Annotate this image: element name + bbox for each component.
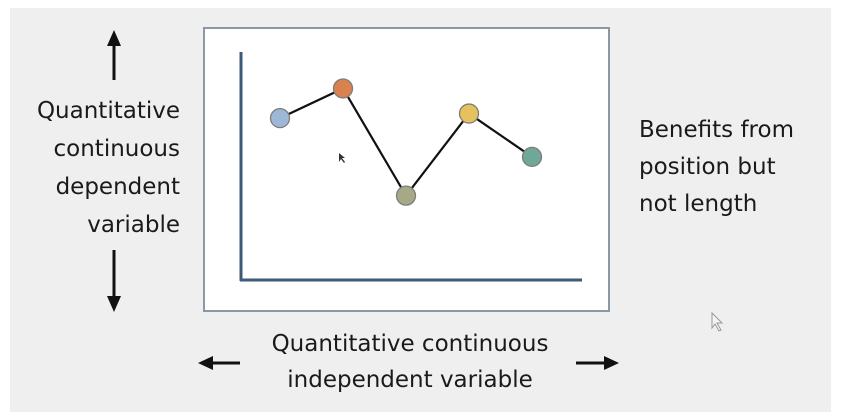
up-arrow (107, 30, 121, 80)
left-arrow (198, 356, 240, 370)
down-arrow (107, 250, 121, 312)
mouse-cursor-icon (711, 311, 724, 332)
point-5 (521, 146, 543, 168)
mouse-cursor-icon (339, 153, 345, 163)
x-axis-description: Quantitative continuous independent vari… (271, 331, 549, 393)
side-note: Benefits from position but not length (639, 117, 794, 217)
chart-frame (203, 27, 610, 312)
point-4 (458, 103, 480, 124)
right-arrow (576, 356, 619, 370)
point-2 (332, 78, 354, 99)
point-1 (269, 107, 291, 129)
y-axis-description: Quantitative continuous dependent variab… (36, 98, 180, 238)
data-points (269, 78, 543, 206)
point-3 (395, 185, 417, 206)
